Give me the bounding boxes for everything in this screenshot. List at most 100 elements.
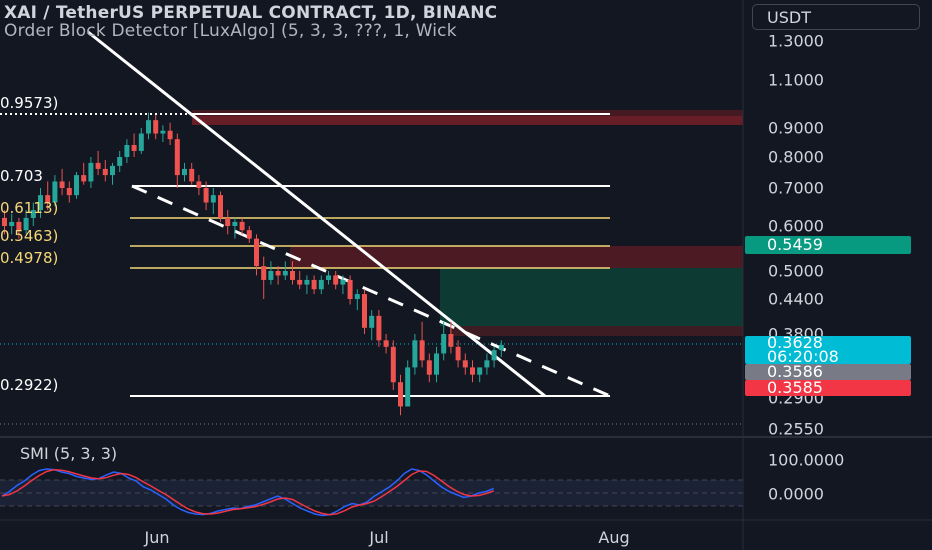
candle-body [66,188,72,196]
candle-body [153,120,159,134]
candle-body [484,360,490,368]
candle-body [304,279,310,285]
smi-line [1,468,494,517]
candle-body [426,360,432,375]
descending-trendline[interactable] [87,30,546,398]
candle-body [311,279,317,290]
candle-body [117,157,123,166]
indicator-legend[interactable]: Order Block Detector [LuxAlgo] (5, 3, 3,… [4,21,457,41]
price-tick: 0.8000 [768,147,824,167]
ask-price-tag: 0.3585 [745,380,911,396]
candle-body [16,221,22,231]
candle-body [326,275,331,280]
time-label-jul: Jul [369,528,389,547]
smi-signal-line [1,468,494,516]
candle-body [95,162,101,169]
bid-price-tag: 0.3586 [745,364,911,380]
candle-body [491,350,497,361]
candle-body [182,168,187,176]
candle-body [45,195,51,203]
level-label: 0.9573) [0,94,59,112]
candle-body [246,230,252,239]
candle-body [174,139,180,176]
candle-body [441,334,447,354]
candle-body [232,221,238,226]
candle-body [124,144,130,157]
candle-body [448,334,454,347]
candle-body [297,279,303,285]
candle-body [455,346,461,361]
candle-body [354,294,360,299]
candle-body [412,340,418,368]
time-label-jun: Jun [144,528,170,547]
smi-tick: 100.0000 [768,450,845,470]
bar-countdown: 06:20:08 [767,347,839,366]
time-label-aug: Aug [598,528,630,547]
candle-body [239,221,245,231]
candle-body [261,266,267,280]
candle-body [419,340,425,361]
candle-body [110,165,115,176]
candle-body [275,271,281,276]
smi-tick: 0.0000 [768,484,824,504]
candle-body [383,340,389,347]
candle-body [74,175,79,196]
level-label: 0.703 [0,167,43,185]
candle-body [203,188,209,203]
candle-body [405,367,411,407]
currency-button[interactable]: USDT [752,4,920,30]
candle-body [498,344,504,351]
smi-legend[interactable]: SMI (5, 3, 3) [20,444,118,463]
candle-body [398,382,403,407]
chart-title: XAI / TetherUS PERPETUAL CONTRACT, 1D, B… [4,3,498,23]
level-label: 0.2922) [0,376,59,394]
price-tick: 0.2550 [768,419,824,439]
candle-body [290,271,295,280]
candle-body [30,210,36,218]
candle-body [189,168,195,182]
candle-body [59,181,65,188]
candle-body [225,217,231,226]
last-price-tag: 0.3628 06:20:08 [745,335,911,366]
candle-body [268,271,274,280]
candle-body [2,217,7,226]
level-label: 0.4978) [0,249,59,267]
price-tick: 0.4400 [768,289,824,309]
price-tick: 0.5000 [768,261,824,281]
candle-body [138,133,144,151]
price-tick: 1.1000 [768,70,824,90]
fib-level-tag: 0.5459 [745,236,911,254]
candle-body [254,238,259,267]
level-label: 0.5463) [0,227,59,245]
price-tick: 0.9000 [768,118,824,138]
parallel-channel-line[interactable] [131,184,611,398]
candle-series [2,112,504,416]
candle-body [340,279,346,285]
candle-body [362,294,367,328]
candle-body [434,353,439,375]
price-tick: 0.7000 [768,178,824,198]
candle-body [160,130,166,134]
candle-body [462,360,468,368]
candle-body [282,271,288,276]
candle-body [210,195,216,203]
order-block-low [450,326,743,336]
candle-body [88,162,94,182]
candle-body [81,175,87,182]
level-label: 0.6113) [0,199,59,217]
candle-body [390,346,396,383]
candle-body [102,168,108,176]
candle-body [167,130,173,140]
target-zone [440,268,743,326]
candle-body [369,315,375,328]
candle-body [376,315,382,341]
smi-series [1,468,494,517]
candle-body [218,195,223,218]
candle-body [146,120,151,134]
candle-body [470,367,475,375]
candle-body [131,144,137,151]
candle-body [23,217,29,231]
price-tick: 1.3000 [768,31,824,51]
